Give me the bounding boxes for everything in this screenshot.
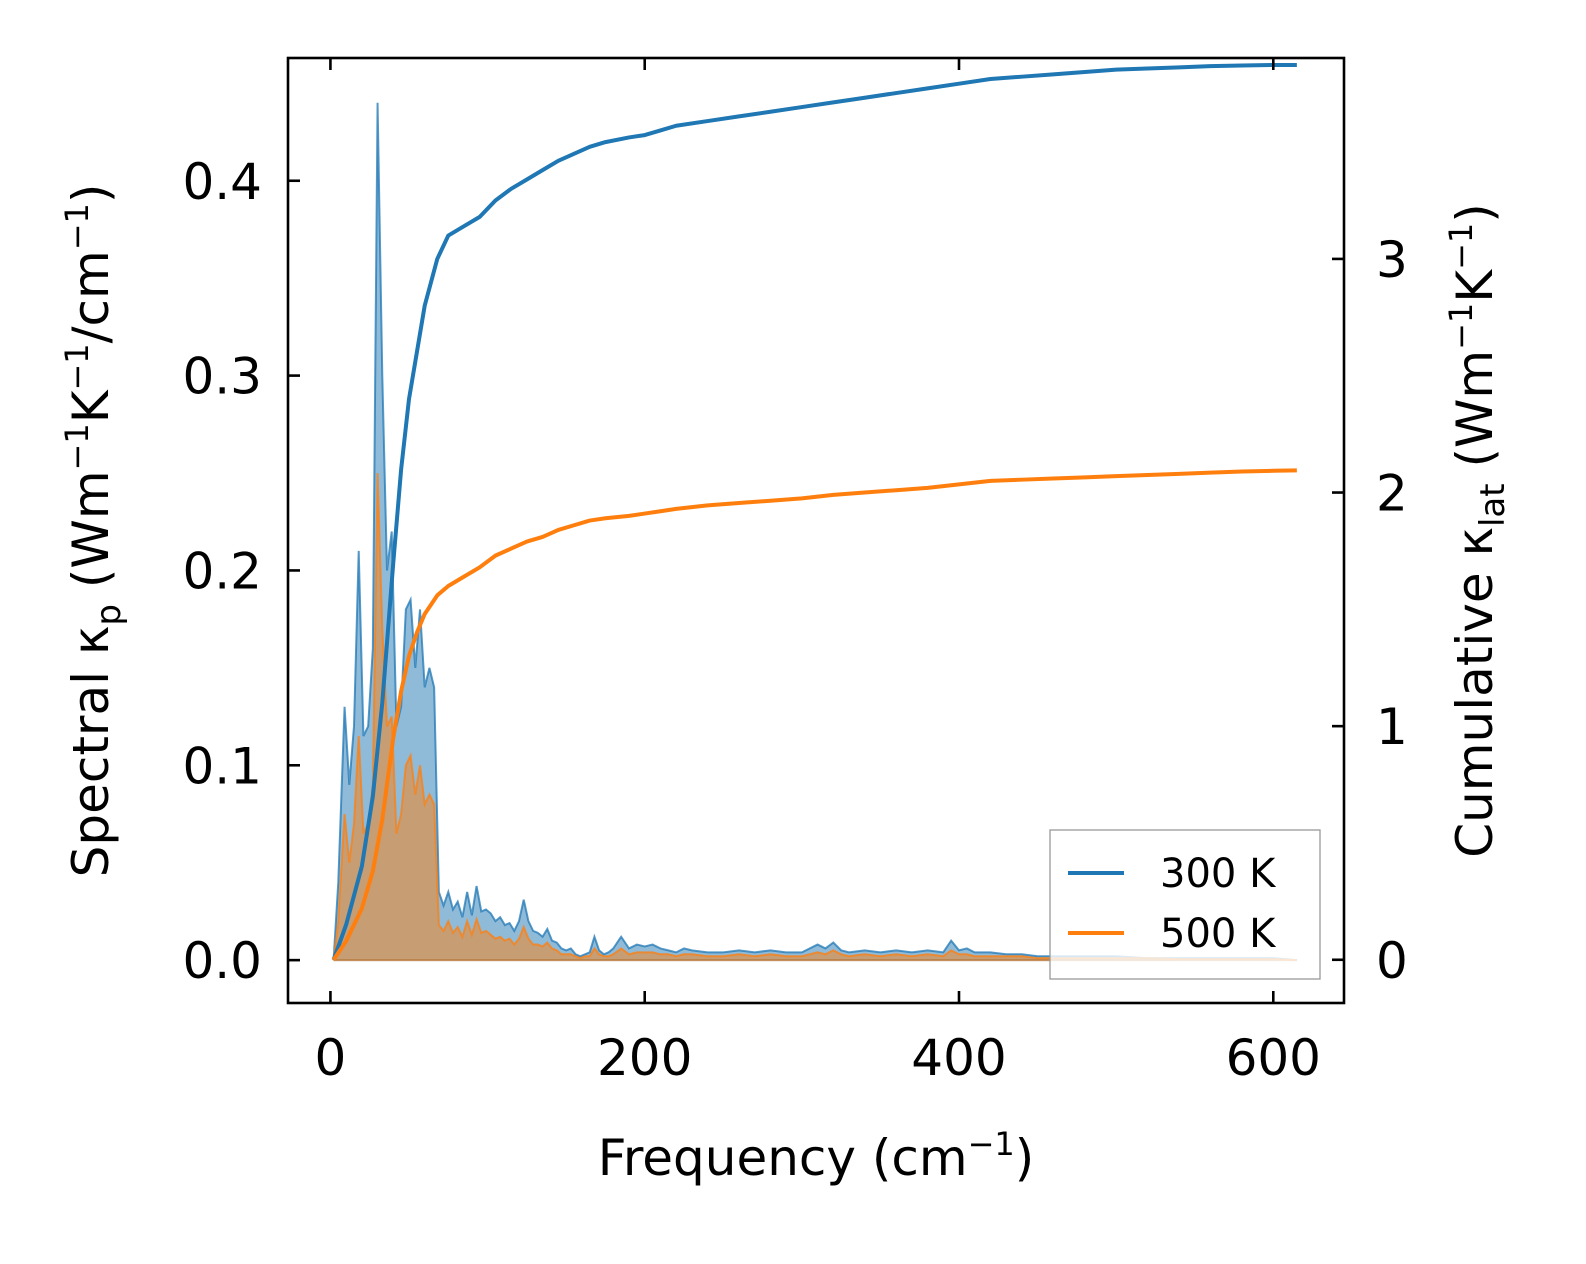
y-left-tick-label: 0.2	[182, 542, 262, 600]
y-left-tick-label: 0.0	[182, 932, 262, 990]
y-right-tick-label: 3	[1376, 231, 1408, 289]
y-left-tick-label: 0.1	[182, 737, 262, 795]
x-tick-label: 0	[315, 1029, 347, 1087]
y-right-tick-label: 0	[1376, 932, 1408, 990]
y-right-tick-label: 2	[1376, 465, 1408, 523]
y-axis-right-label: Cumulative κlat (Wm−1K−1)	[1442, 203, 1513, 858]
x-tick-label: 600	[1226, 1029, 1321, 1087]
cumulative-line-300k	[331, 63, 1297, 961]
x-tick-label: 400	[911, 1029, 1006, 1087]
spectral-line-500k	[332, 472, 1297, 962]
cumulative-line-500k	[331, 468, 1297, 961]
spectral-fill-500k	[333, 473, 1297, 961]
x-axis-label: Frequency (cm−1)	[598, 1125, 1035, 1187]
y-left-tick-label: 0.4	[182, 153, 262, 211]
spectral-line-300k	[332, 102, 1297, 962]
plot-frame	[286, 56, 1346, 1005]
spectral-fill-layer	[333, 102, 1297, 961]
y-right-tick-label: 1	[1376, 698, 1408, 756]
legend: 300 K 500 K	[1049, 829, 1321, 980]
legend-box	[1049, 829, 1321, 980]
x-tick-label: 200	[597, 1029, 692, 1087]
legend-label-300k: 300 K	[1160, 851, 1277, 897]
y-left-tick-label: 0.3	[182, 348, 262, 406]
tick-layer: 0 200 400 600 0.0 0.1 0.2 0.3 0.4 0 1 2 3	[182, 58, 1408, 1087]
legend-label-500k: 500 K	[1160, 911, 1277, 957]
y-axis-left-label: Spectral κp (Wm−1K−1/cm−1)	[58, 184, 129, 878]
cumulative-line-layer	[331, 63, 1297, 961]
